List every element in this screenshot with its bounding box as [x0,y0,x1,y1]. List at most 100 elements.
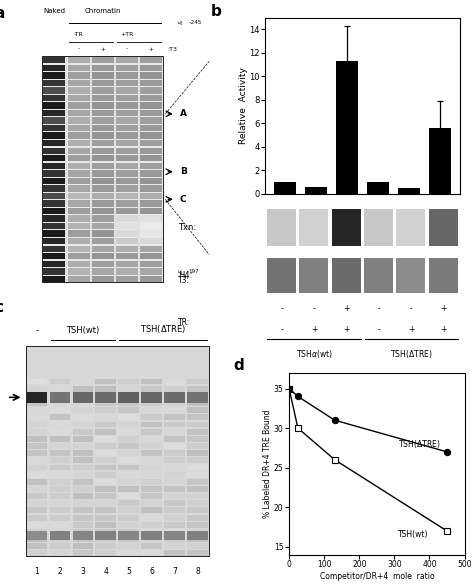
Bar [43,133,65,139]
Bar [50,400,71,406]
Bar [27,379,47,384]
Bar [187,536,208,542]
Bar [118,544,139,549]
Bar [43,215,65,222]
Bar [95,544,116,549]
Bar [118,531,139,539]
Bar [164,450,185,456]
Text: A: A [180,109,187,119]
Bar [73,486,93,492]
Bar [43,57,65,63]
Text: +: + [149,47,154,52]
Bar [67,261,90,267]
Text: –245: –245 [188,20,201,25]
Bar [27,472,47,478]
Bar [50,486,71,492]
Text: 7: 7 [172,567,177,576]
Bar [116,155,138,161]
Bar [187,551,208,556]
Bar [67,231,90,237]
Bar [43,170,65,177]
Bar [95,531,116,539]
Bar [187,500,208,506]
Text: 3': 3' [176,269,181,274]
Text: -: - [377,325,380,335]
Bar [73,472,93,478]
Bar [116,268,138,275]
Text: +: + [440,305,447,313]
Bar [73,457,93,463]
Bar [73,529,93,535]
Bar [67,193,90,199]
Bar [73,531,93,539]
Bar [43,223,65,230]
Bar [116,147,138,154]
Bar [116,95,138,101]
Bar [364,209,393,246]
Bar [429,128,451,194]
Bar [141,500,162,506]
Bar [140,95,162,101]
Bar [67,238,90,244]
Bar [95,508,116,514]
Bar [95,407,116,413]
Y-axis label: % Labeled DR+4 TRE Bound: % Labeled DR+4 TRE Bound [264,410,273,518]
Bar [140,133,162,139]
Bar [50,551,71,556]
Bar [91,80,114,86]
Text: -: - [126,47,128,52]
Bar [141,400,162,406]
Bar [116,193,138,199]
Bar [140,276,162,282]
Text: 5: 5 [127,567,131,576]
Text: +: + [343,305,350,313]
Bar [43,65,65,71]
Bar [73,500,93,506]
Bar [116,185,138,191]
Bar [164,392,185,403]
Bar [91,147,114,154]
Bar [141,508,162,514]
Bar [140,155,162,161]
Bar [187,429,208,434]
Bar [95,522,116,528]
Bar [141,393,162,399]
Text: -: - [78,47,80,52]
Bar [73,551,93,556]
Bar [73,400,93,406]
Bar [95,436,116,442]
Bar [164,544,185,549]
Bar [187,531,208,539]
Bar [140,253,162,259]
Bar [187,493,208,499]
Bar [95,421,116,427]
Bar [140,125,162,131]
Bar [116,133,138,139]
Bar [91,238,114,244]
Bar [91,65,114,71]
Text: Txn:: Txn: [178,223,196,232]
Bar [91,87,114,93]
Bar [398,188,420,194]
Bar [67,65,90,71]
Text: 5': 5' [176,20,181,25]
Bar [141,379,162,384]
Bar [50,536,71,542]
Bar [116,208,138,214]
Bar [91,200,114,207]
Bar [140,261,162,267]
Bar [118,536,139,542]
Bar [305,187,327,194]
Bar [116,261,138,267]
Bar [118,493,139,499]
Bar [91,133,114,139]
Bar [187,392,208,403]
Bar [95,450,116,456]
Bar [141,407,162,413]
Bar [118,551,139,556]
Bar [67,87,90,93]
Bar [67,57,90,63]
Bar [267,258,296,293]
Bar [164,472,185,478]
Text: 4: 4 [103,567,109,576]
